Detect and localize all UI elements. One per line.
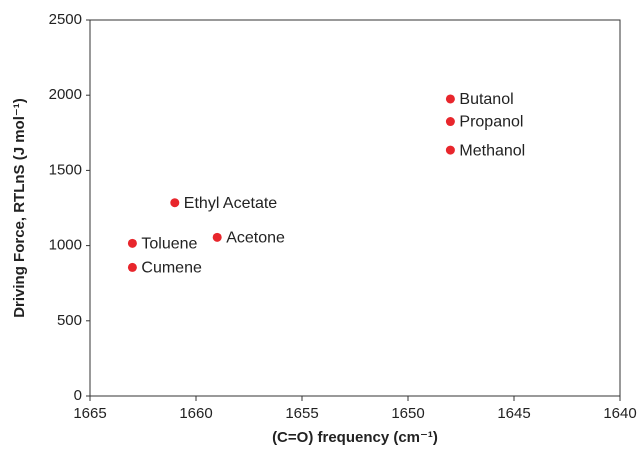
plot-frame [89, 19, 621, 397]
x-tick-label: 1660 [179, 405, 212, 422]
y-tick-label: 2500 [49, 11, 82, 28]
point-label: Butanol [459, 91, 513, 108]
x-axis-label: (C=O) frequency (cm⁻¹) [272, 429, 438, 446]
y-tick-label: 1000 [49, 237, 82, 254]
point [445, 94, 455, 104]
point [445, 145, 455, 155]
point [212, 232, 222, 242]
point-label: Cumene [141, 260, 202, 277]
point [170, 198, 180, 208]
x-tick-label: 1655 [285, 405, 318, 422]
x-tick-label: 1645 [497, 405, 530, 422]
point-label: Ethyl Acetate [184, 195, 277, 212]
point-label: Methanol [459, 142, 525, 159]
point [127, 238, 137, 248]
x-tick-label: 1650 [391, 405, 424, 422]
point [445, 117, 455, 127]
y-tick-label: 500 [57, 312, 82, 329]
y-tick-label: 0 [74, 387, 82, 404]
x-tick-label: 1665 [73, 405, 106, 422]
y-tick-label: 2000 [49, 86, 82, 103]
point-label: Propanol [459, 114, 523, 131]
y-tick-label: 1500 [49, 161, 82, 178]
x-tick-label: 1640 [603, 405, 636, 422]
point [127, 262, 137, 272]
point-label: Toluene [141, 236, 197, 253]
point-label: Acetone [226, 230, 285, 247]
y-axis-label: Driving Force, RTLnS (J mol⁻¹) [11, 98, 28, 318]
